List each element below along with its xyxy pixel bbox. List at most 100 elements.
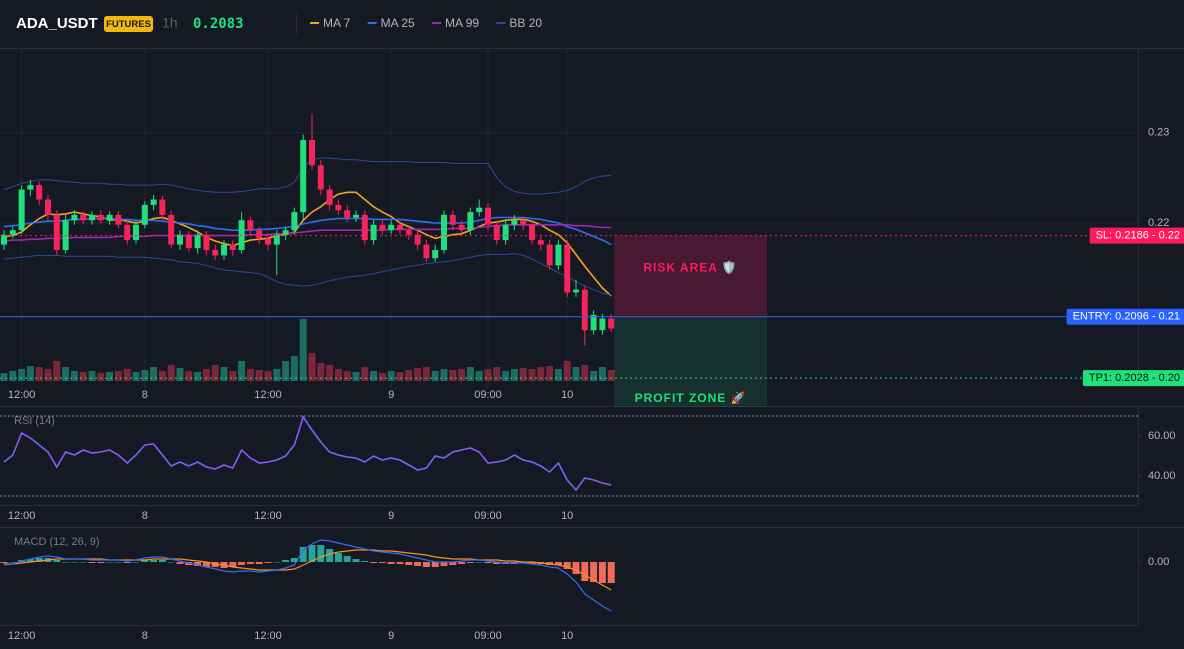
histogram-bar bbox=[431, 562, 439, 567]
x-tick-label: 12:00 bbox=[254, 510, 282, 522]
legend-label: MA 7 bbox=[323, 16, 351, 30]
candle-body bbox=[555, 244, 562, 266]
zone-label: RISK AREA 🛡️ bbox=[643, 260, 737, 274]
x-tick-label: 12:00 bbox=[254, 389, 282, 401]
volume-bar bbox=[53, 361, 61, 381]
candle-body bbox=[133, 224, 139, 241]
level-label: ENTRY: 0.2096 - 0.21 bbox=[1073, 311, 1180, 323]
candle-body bbox=[1, 234, 7, 245]
level-badge: ENTRY: 0.2096 - 0.21 bbox=[1066, 308, 1184, 325]
candle-body bbox=[282, 230, 289, 235]
volume-bar bbox=[370, 371, 378, 381]
candle-body bbox=[18, 189, 25, 231]
candle-body bbox=[353, 214, 359, 218]
volume-bar bbox=[554, 369, 562, 381]
candle-body bbox=[590, 314, 597, 331]
histogram-bar bbox=[326, 549, 334, 562]
candle-body bbox=[361, 214, 368, 241]
zone bbox=[614, 235, 767, 317]
candle-body bbox=[212, 250, 219, 256]
histogram-bar bbox=[528, 562, 536, 564]
volume-bar bbox=[528, 369, 536, 381]
histogram-bar bbox=[114, 562, 122, 563]
candle-body bbox=[106, 214, 113, 221]
candle-body bbox=[265, 238, 271, 245]
histogram-bar bbox=[449, 562, 457, 565]
volume-bar bbox=[493, 367, 501, 381]
y-tick-label: 0.00 bbox=[1148, 556, 1169, 568]
y-tick-label: 0.22 bbox=[1148, 217, 1169, 229]
volume-bar bbox=[317, 363, 325, 381]
candle-body bbox=[335, 204, 342, 211]
histogram-bar bbox=[176, 562, 184, 564]
candle-body bbox=[599, 318, 606, 331]
x-tick-label: 09:00 bbox=[474, 630, 502, 642]
histogram-bar bbox=[334, 553, 342, 562]
x-tick-label: 09:00 bbox=[474, 510, 502, 522]
volume-bar bbox=[0, 373, 8, 381]
volume-bar bbox=[290, 356, 298, 381]
candle-body bbox=[124, 224, 131, 241]
volume-bar bbox=[62, 367, 70, 381]
x-tick-label: 9 bbox=[388, 389, 394, 401]
volume-bar bbox=[449, 370, 457, 381]
candle-body bbox=[432, 250, 439, 259]
histogram-bar bbox=[158, 560, 166, 562]
candle-body bbox=[467, 212, 474, 231]
volume-bar bbox=[431, 371, 439, 381]
x-tick-label: 12:00 bbox=[254, 630, 282, 642]
y-tick-label: 60.00 bbox=[1148, 430, 1176, 442]
candle-body bbox=[326, 189, 333, 205]
x-tick-label: 10 bbox=[561, 510, 573, 522]
histogram-bar bbox=[97, 562, 105, 563]
volume-bar bbox=[405, 370, 413, 381]
volume-bar bbox=[255, 370, 263, 381]
legend: MA 7 MA 25 MA 99 BB 20 bbox=[310, 16, 542, 30]
candle-body bbox=[194, 234, 201, 249]
volume-bar bbox=[299, 319, 307, 381]
histogram-bar bbox=[290, 558, 298, 562]
interval[interactable]: 1h bbox=[162, 15, 178, 31]
candle-body bbox=[379, 224, 386, 231]
volume-bar bbox=[106, 372, 114, 381]
histogram-bar bbox=[282, 560, 290, 562]
rsi-line bbox=[3, 415, 612, 492]
bb-lower bbox=[3, 253, 612, 296]
candle-body bbox=[185, 234, 192, 249]
volume-bar bbox=[220, 367, 228, 381]
market-label: FUTURES bbox=[106, 19, 151, 30]
volume-bar bbox=[581, 365, 589, 381]
volume-bar bbox=[537, 367, 545, 381]
candle-body bbox=[520, 220, 527, 225]
histogram-bar bbox=[167, 562, 175, 563]
candle-body bbox=[300, 139, 307, 213]
candle-body bbox=[273, 234, 280, 245]
histogram-bar bbox=[466, 562, 474, 563]
candle-body bbox=[388, 224, 395, 231]
histogram-bar bbox=[202, 562, 210, 567]
x-tick-label: 8 bbox=[142, 510, 148, 522]
volume-bar bbox=[114, 371, 122, 381]
histogram-bar bbox=[598, 562, 606, 583]
x-tick-label: 10 bbox=[561, 389, 573, 401]
volume-bar bbox=[334, 369, 342, 381]
candle-body bbox=[53, 214, 60, 251]
volume-bar bbox=[18, 369, 26, 381]
histogram-bar bbox=[273, 562, 281, 563]
histogram-bar bbox=[150, 560, 158, 562]
candle-body bbox=[229, 244, 236, 251]
histogram-bar bbox=[132, 562, 140, 563]
candle-body bbox=[9, 230, 16, 235]
candle-body bbox=[485, 207, 491, 225]
volume-bar bbox=[9, 371, 17, 381]
candle-body bbox=[370, 224, 377, 241]
histogram-bar bbox=[88, 562, 96, 563]
volume-bar bbox=[132, 372, 140, 381]
volume-bar bbox=[378, 373, 386, 381]
volume-bar bbox=[211, 365, 219, 381]
histogram-bar bbox=[607, 562, 615, 583]
volume-bar bbox=[458, 369, 466, 381]
histogram-bar bbox=[299, 547, 307, 562]
candle-body bbox=[221, 244, 227, 256]
volume-bar bbox=[123, 369, 131, 381]
